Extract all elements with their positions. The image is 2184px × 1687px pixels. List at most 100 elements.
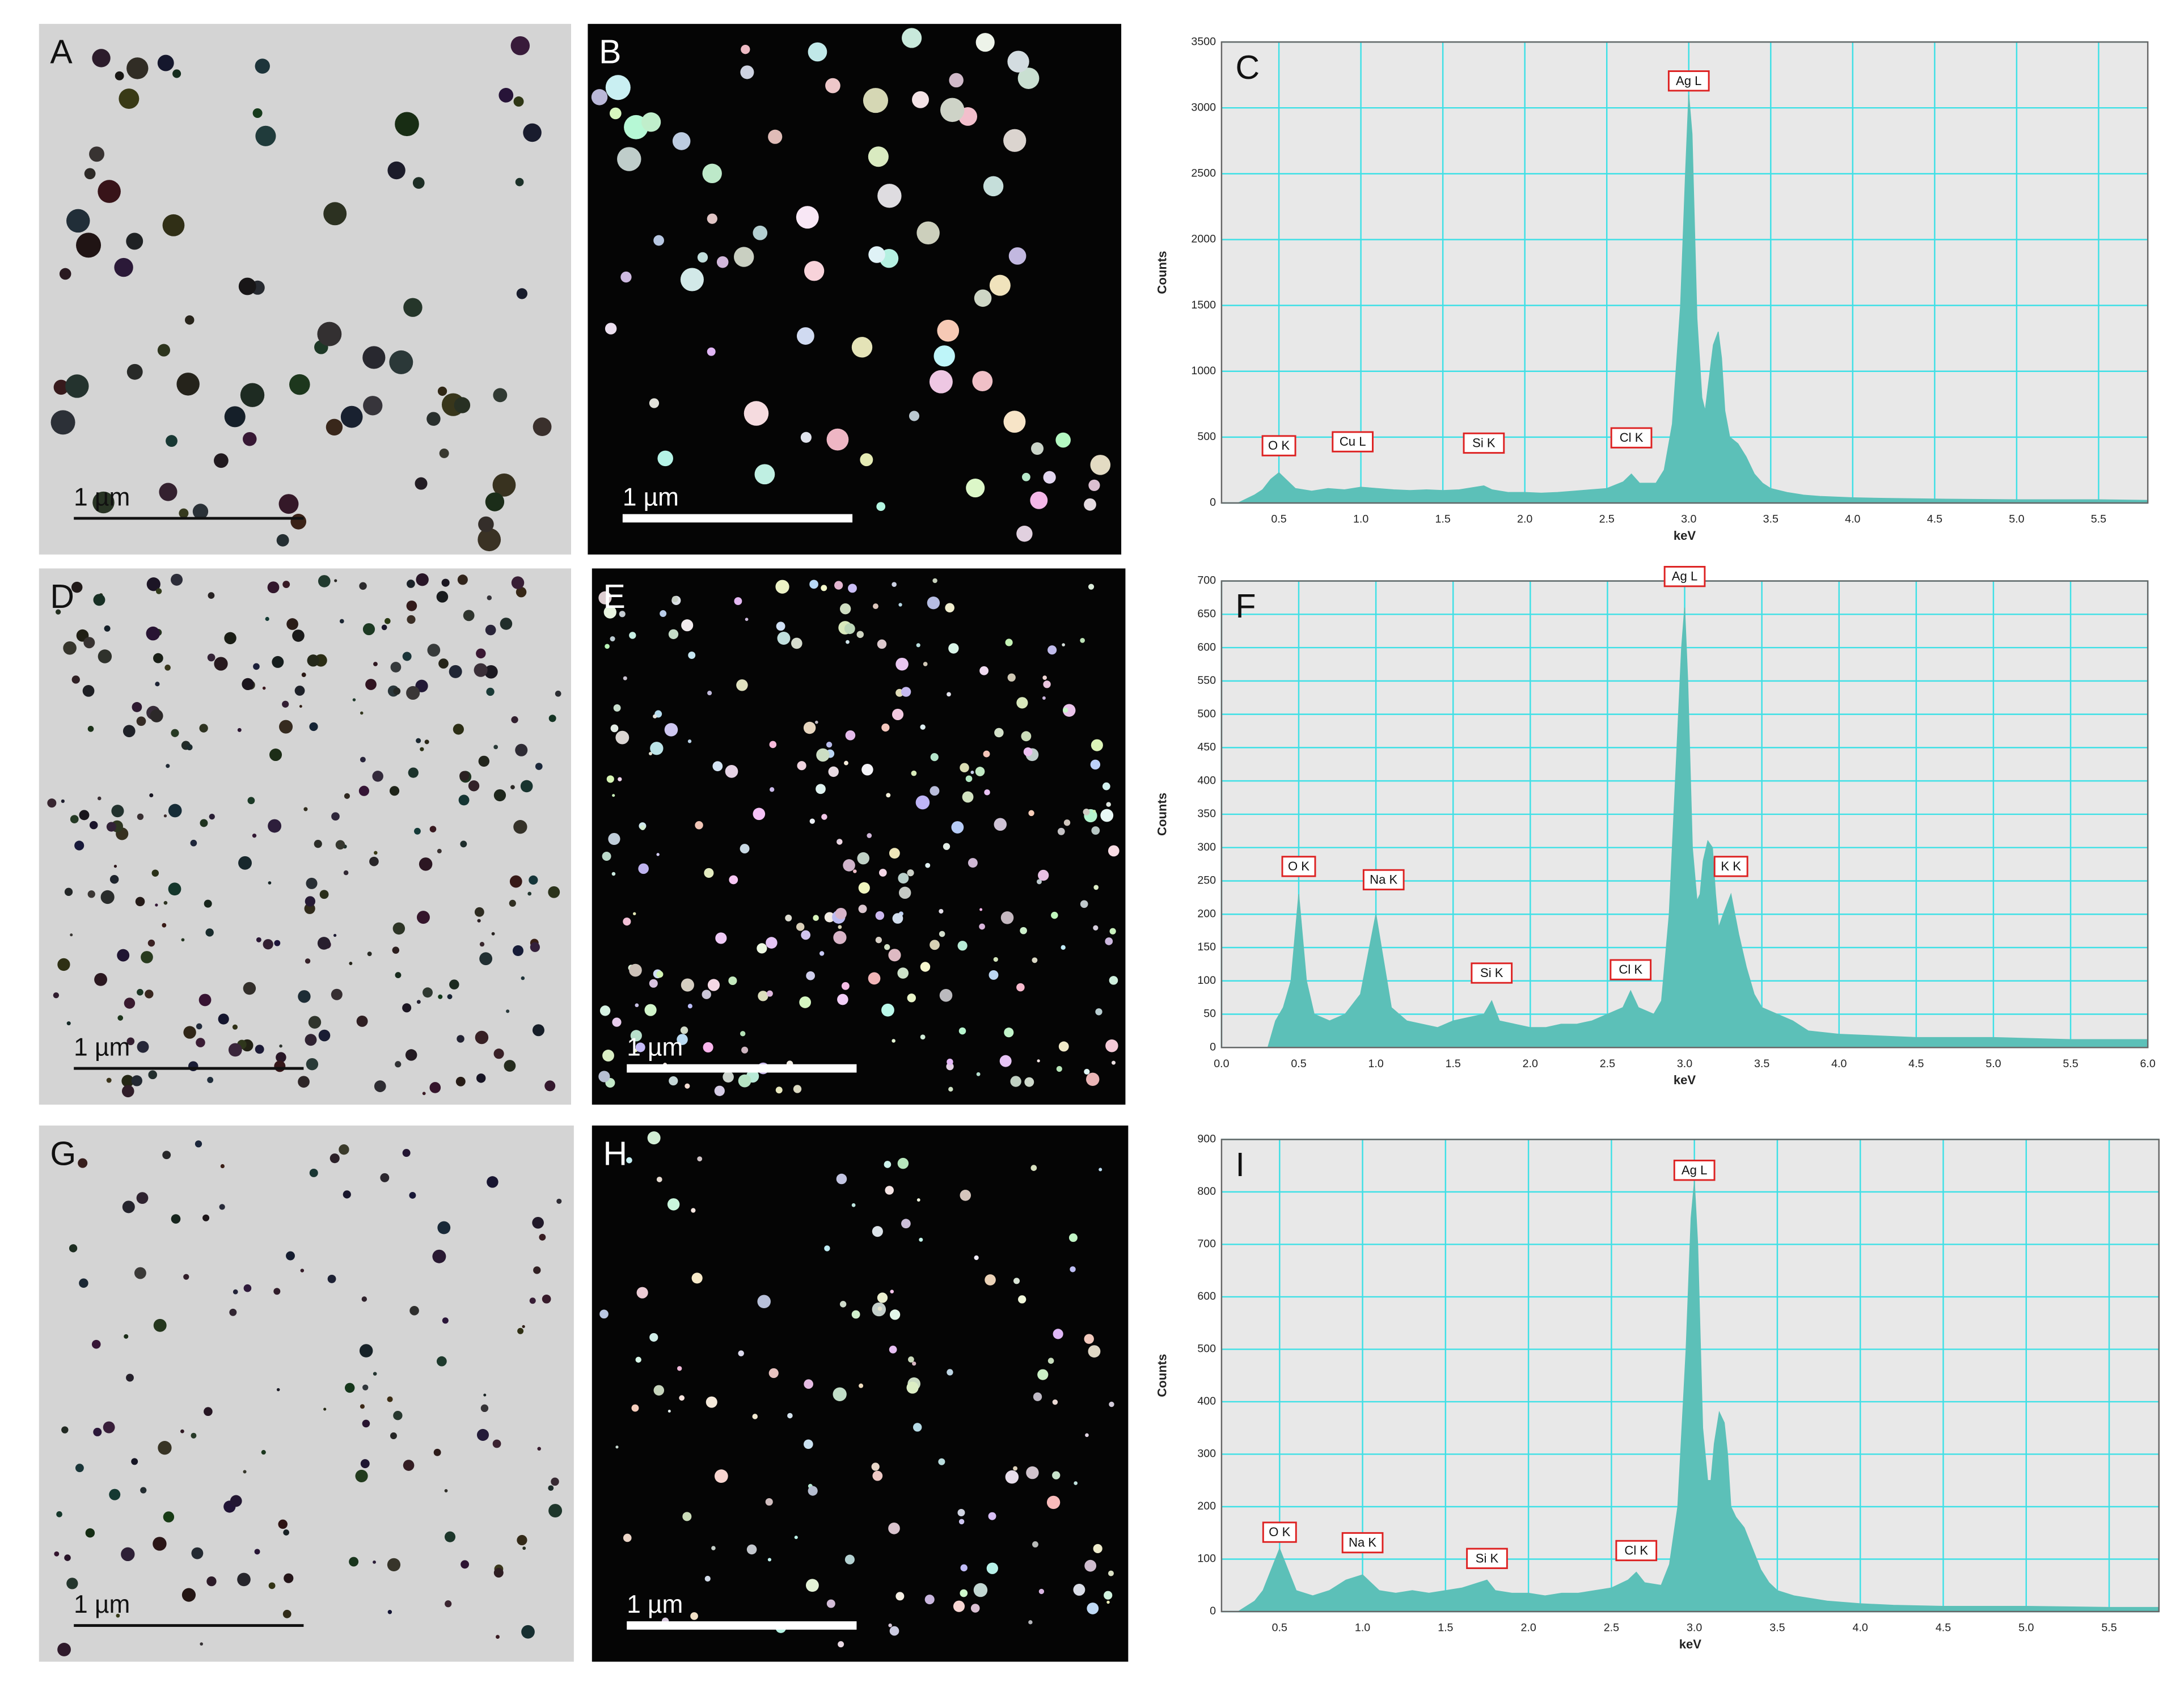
particle [1043,680,1051,688]
particle [1088,479,1100,491]
particle [1005,639,1013,646]
particle [605,644,610,649]
particle [916,221,940,245]
particle [402,1149,411,1157]
particle [892,582,897,587]
particle [916,1198,920,1202]
particle [373,1372,377,1376]
particle [124,1334,129,1339]
particle [1106,1600,1110,1604]
particle [365,679,377,690]
particle [395,112,419,137]
particle [932,578,937,584]
particle [358,785,369,796]
particle [172,69,181,78]
x-tick-label: 5.0 [2018,1622,2034,1634]
particle [486,687,495,696]
particle [886,793,891,798]
particle [390,662,402,673]
particle [1030,491,1048,509]
particle [119,88,140,109]
particle [153,1318,167,1332]
particle [163,814,167,818]
particle [809,580,818,589]
particle [881,1003,894,1017]
particle [47,798,57,808]
micrograph [588,24,1122,555]
particle [741,45,750,54]
particle [522,1546,526,1550]
particle [202,1214,210,1221]
scale-bar-label: 1 µm [74,483,130,511]
particle [909,411,920,421]
y-tick-label: 300 [1197,841,1216,853]
particle [875,937,882,944]
x-tick-label: 4.0 [1853,1622,1868,1634]
particle [636,1287,648,1299]
particle [1073,1584,1085,1596]
particle [479,942,485,947]
particle [872,1226,883,1237]
x-tick-label: 3.0 [1681,513,1696,526]
particle [861,764,873,776]
particle [687,739,692,743]
particle [109,874,119,884]
particle [492,473,516,497]
particle [1010,1076,1021,1087]
particle [510,36,530,56]
particle [851,1310,860,1319]
particle [445,1600,452,1608]
particle [650,742,664,755]
particle [145,990,154,999]
particle [895,657,909,671]
particle [974,289,992,307]
particle [447,994,453,1000]
particle [66,209,90,233]
particle [349,1557,359,1567]
particle [775,1086,783,1094]
particle [702,163,722,184]
particle [806,971,815,980]
micrograph [39,1125,574,1662]
particle [461,1560,470,1569]
particle [629,963,642,977]
particle [309,1168,318,1177]
particle [803,721,816,734]
particle [740,65,754,79]
y-axis-label: Counts [1155,793,1169,836]
particle [976,1072,981,1076]
particle [1046,1495,1061,1510]
particle [164,665,171,671]
particle [669,1076,678,1086]
particle [207,1077,214,1083]
particle [1109,1401,1114,1407]
particle [247,797,255,805]
particle [613,704,621,712]
particle [924,1595,935,1605]
particle [930,753,939,762]
particle [300,1269,305,1272]
particle [511,576,525,589]
particle [339,1144,349,1155]
particle [278,494,299,514]
particle [402,652,412,661]
particle [126,1037,135,1046]
particle [200,819,208,827]
particle [682,1512,692,1521]
particle [209,813,215,820]
particle [656,971,664,978]
particle [1109,928,1116,935]
particle [387,1610,392,1614]
particle [485,492,505,511]
particle [523,123,542,142]
particle [821,585,827,591]
particle [1016,526,1033,542]
particle [872,1470,883,1481]
particle [318,575,331,587]
particle [457,1035,464,1043]
particle [475,1030,489,1045]
y-tick-label: 100 [1197,1553,1216,1565]
particle [389,350,413,374]
particle [393,1411,403,1420]
particle [617,147,641,171]
